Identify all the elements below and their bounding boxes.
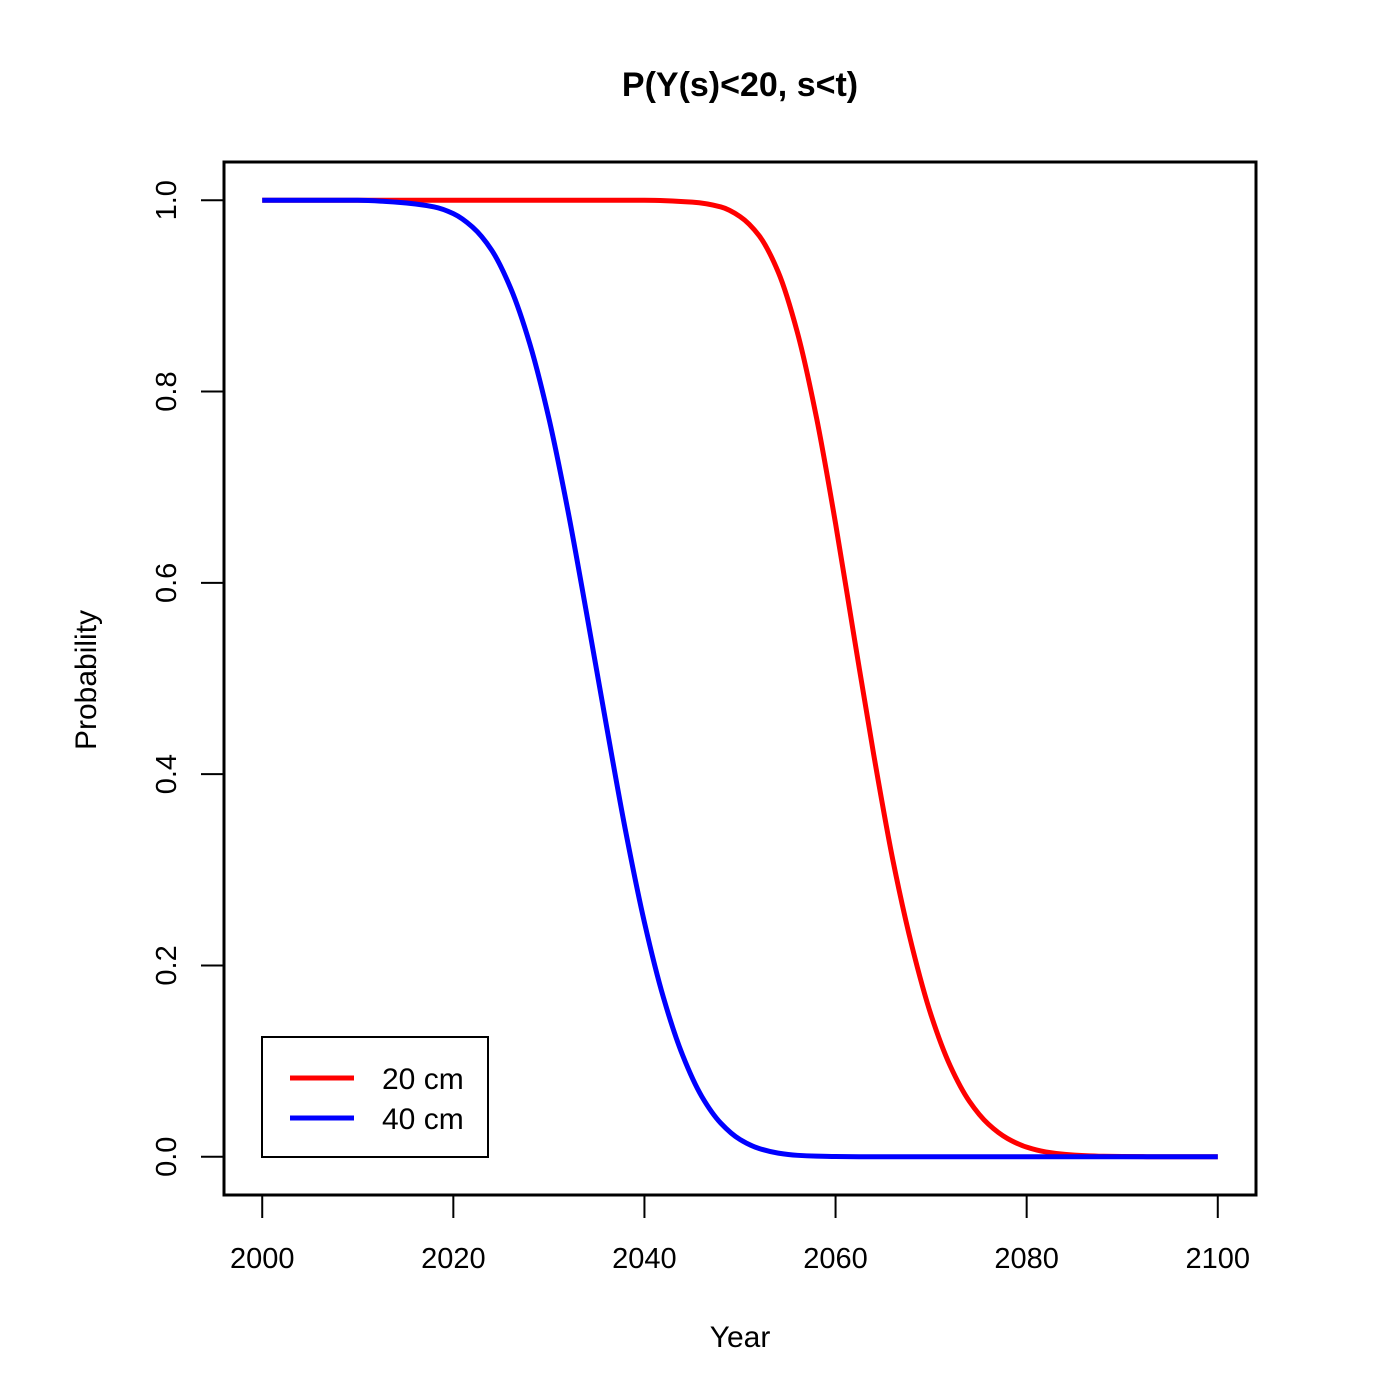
x-tick-label: 2060: [803, 1243, 868, 1275]
y-tick-label: 0.6: [151, 563, 183, 603]
legend-label-40cm: 40 cm: [382, 1103, 464, 1136]
x-axis-label: Year: [710, 1321, 771, 1354]
x-axis: 2000 2020 2040 2060 2080 2100: [230, 1194, 1251, 1275]
series-line-20cm: [262, 197, 1218, 1160]
legend: 20 cm 40 cm: [261, 1036, 489, 1158]
legend-box: [261, 1036, 489, 1158]
x-tick-label: 2080: [994, 1243, 1059, 1275]
chart-title: P(Y(s)<20, s<t): [622, 66, 858, 104]
y-tick-label: 0.0: [151, 1137, 183, 1177]
series-line-40cm: [262, 197, 1218, 1160]
y-tick-label: 1.0: [151, 180, 183, 220]
x-tick-label: 2020: [421, 1243, 486, 1275]
y-tick-label: 0.2: [151, 945, 183, 985]
legend-label-20cm: 20 cm: [382, 1063, 464, 1096]
y-tick-label: 0.8: [151, 371, 183, 411]
series-layer: [262, 197, 1218, 1160]
x-tick-label: 2000: [230, 1243, 295, 1275]
x-tick-label: 2040: [612, 1243, 677, 1275]
y-axis-label: Probability: [70, 610, 103, 750]
y-axis: 0.0 0.2 0.4 0.6 0.8 1.0: [151, 180, 225, 1177]
x-tick-label: 2100: [1186, 1243, 1251, 1275]
y-tick-label: 0.4: [151, 754, 183, 794]
